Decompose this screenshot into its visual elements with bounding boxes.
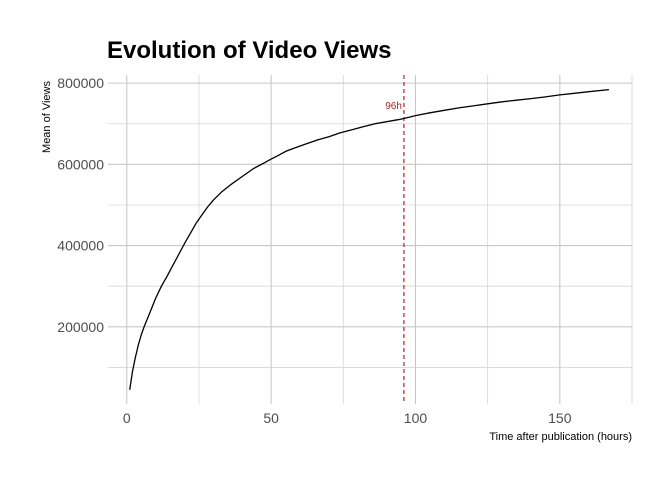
annotations: 96h [385, 75, 405, 404]
x-axis-ticks: 0 50 100 150 [123, 410, 572, 426]
y-tick-label: 200000 [57, 319, 104, 335]
chart-title: Evolution of Video Views [107, 37, 392, 64]
x-axis-label: Time after publication (hours) [489, 431, 632, 443]
x-tick-label: 100 [404, 410, 428, 426]
x-tick-label: 150 [548, 410, 572, 426]
y-axis-label: Mean of Views [41, 81, 53, 153]
series-line [129, 88, 609, 390]
x-tick-label: 0 [123, 410, 131, 426]
grid [108, 75, 633, 404]
reference-line-label: 96h [385, 101, 402, 112]
y-tick-label: 400000 [57, 238, 104, 254]
x-tick-label: 50 [263, 410, 279, 426]
y-axis-ticks: 200000 400000 600000 800000 [57, 75, 104, 335]
series-lines [129, 88, 609, 390]
y-tick-label: 600000 [57, 156, 104, 172]
y-tick-label: 800000 [57, 75, 104, 91]
